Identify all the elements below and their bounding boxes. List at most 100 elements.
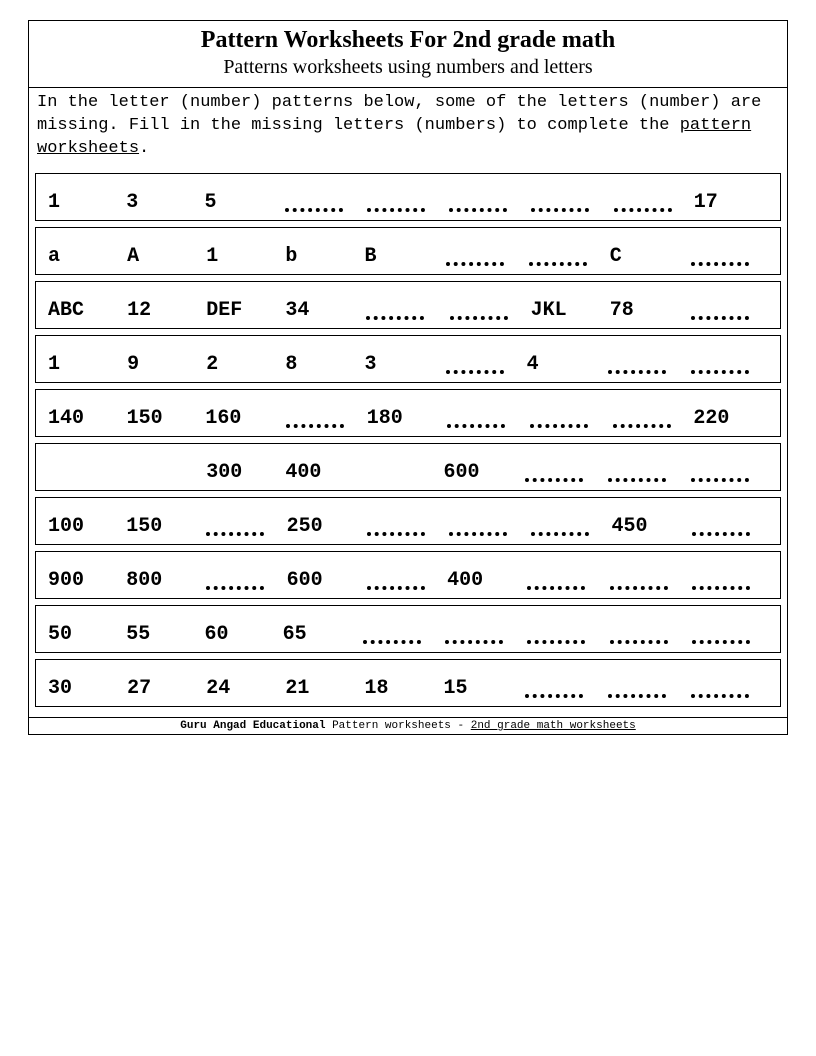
value-cell: 3 (124, 184, 202, 214)
value-cell: 78 (608, 292, 687, 322)
value-cell: 12 (125, 292, 204, 322)
blank-underline (206, 532, 264, 536)
blank-cell[interactable] (445, 508, 527, 538)
blank-cell[interactable] (282, 400, 365, 430)
value-cell: 140 (46, 400, 125, 430)
blank-underline (285, 208, 343, 212)
value-cell: 15 (442, 670, 521, 700)
blank-cell[interactable] (604, 670, 687, 700)
pattern-row: 50556065 (35, 605, 781, 653)
blank-underline (449, 532, 507, 536)
blank-cell[interactable] (687, 454, 770, 484)
value-cell: 400 (283, 454, 362, 484)
blank-cell[interactable] (362, 292, 445, 322)
blank-underline (286, 424, 344, 428)
value-cell: 600 (442, 454, 521, 484)
blank-underline (446, 370, 504, 374)
blank-cell[interactable] (363, 508, 445, 538)
blank-cell[interactable] (526, 400, 609, 430)
blank-cell[interactable] (202, 562, 284, 592)
value-cell: 100 (46, 508, 124, 538)
value-cell (125, 454, 204, 484)
blank-cell[interactable] (609, 400, 692, 430)
blank-cell[interactable] (445, 184, 527, 214)
blank-underline (525, 478, 583, 482)
blank-cell[interactable] (604, 454, 687, 484)
instructions-pre: In the letter (number) patterns below, s… (37, 93, 761, 135)
blank-cell[interactable] (687, 292, 770, 322)
blank-underline (610, 586, 668, 590)
value-cell: C (608, 238, 687, 268)
blank-cell[interactable] (523, 616, 605, 646)
blank-cell[interactable] (523, 562, 605, 592)
blank-underline (691, 316, 749, 320)
value-cell: 50 (46, 616, 124, 646)
footer: Guru Angad Educational Pattern worksheet… (29, 717, 787, 734)
blank-cell[interactable] (604, 346, 687, 376)
blank-cell[interactable] (521, 670, 604, 700)
blank-underline (608, 370, 666, 374)
blank-underline (527, 586, 585, 590)
blank-underline (363, 640, 421, 644)
pattern-rows: 13517aA1bBCABC12DEF34JKL7819283414015016… (29, 173, 787, 711)
value-cell: a (46, 238, 125, 268)
blank-cell[interactable] (688, 508, 770, 538)
value-cell: A (125, 238, 204, 268)
value-cell: ABC (46, 292, 125, 322)
value-cell: 65 (281, 616, 359, 646)
blank-cell[interactable] (202, 508, 284, 538)
blank-cell[interactable] (359, 616, 441, 646)
blank-cell[interactable] (610, 184, 692, 214)
blank-cell[interactable] (687, 346, 770, 376)
pattern-row: 900800600400 (35, 551, 781, 599)
value-cell: 3 (362, 346, 441, 376)
blank-underline (531, 208, 589, 212)
value-cell: 24 (204, 670, 283, 700)
blank-cell[interactable] (688, 562, 770, 592)
blank-cell[interactable] (687, 670, 770, 700)
value-cell: 27 (125, 670, 204, 700)
pattern-row: ABC12DEF34JKL78 (35, 281, 781, 329)
pattern-row: 140150160180220 (35, 389, 781, 437)
value-cell: 150 (124, 508, 202, 538)
blank-cell[interactable] (442, 238, 525, 268)
blank-cell[interactable] (688, 616, 770, 646)
blank-cell[interactable] (363, 184, 445, 214)
header: Pattern Worksheets For 2nd grade math Pa… (29, 21, 787, 88)
blank-cell[interactable] (443, 400, 526, 430)
value-cell: 220 (691, 400, 770, 430)
blank-cell[interactable] (606, 562, 688, 592)
blank-cell[interactable] (281, 184, 363, 214)
page-subtitle: Patterns worksheets using numbers and le… (37, 56, 779, 79)
blank-cell[interactable] (687, 238, 770, 268)
blank-underline (367, 532, 425, 536)
blank-underline (614, 208, 672, 212)
value-cell: 9 (125, 346, 204, 376)
blank-underline (529, 262, 587, 266)
blank-cell[interactable] (527, 508, 609, 538)
instructions-post: . (139, 139, 149, 158)
blank-cell[interactable] (446, 292, 529, 322)
value-cell: 30 (46, 670, 125, 700)
blank-underline (530, 424, 588, 428)
blank-underline (446, 262, 504, 266)
value-cell: 60 (202, 616, 280, 646)
value-cell: 1 (204, 238, 283, 268)
blank-underline (610, 640, 668, 644)
blank-underline (447, 424, 505, 428)
blank-cell[interactable] (525, 238, 608, 268)
blank-cell[interactable] (442, 346, 525, 376)
pattern-row: 100150250450 (35, 497, 781, 545)
value-cell: b (283, 238, 362, 268)
footer-link: 2nd grade math worksheets (471, 720, 636, 732)
blank-cell[interactable] (527, 184, 609, 214)
blank-underline (608, 478, 666, 482)
blank-cell[interactable] (606, 616, 688, 646)
value-cell: 21 (283, 670, 362, 700)
value-cell: 1 (46, 346, 125, 376)
blank-underline (691, 478, 749, 482)
blank-cell[interactable] (441, 616, 523, 646)
blank-cell[interactable] (521, 454, 604, 484)
blank-cell[interactable] (363, 562, 445, 592)
blank-underline (449, 208, 507, 212)
